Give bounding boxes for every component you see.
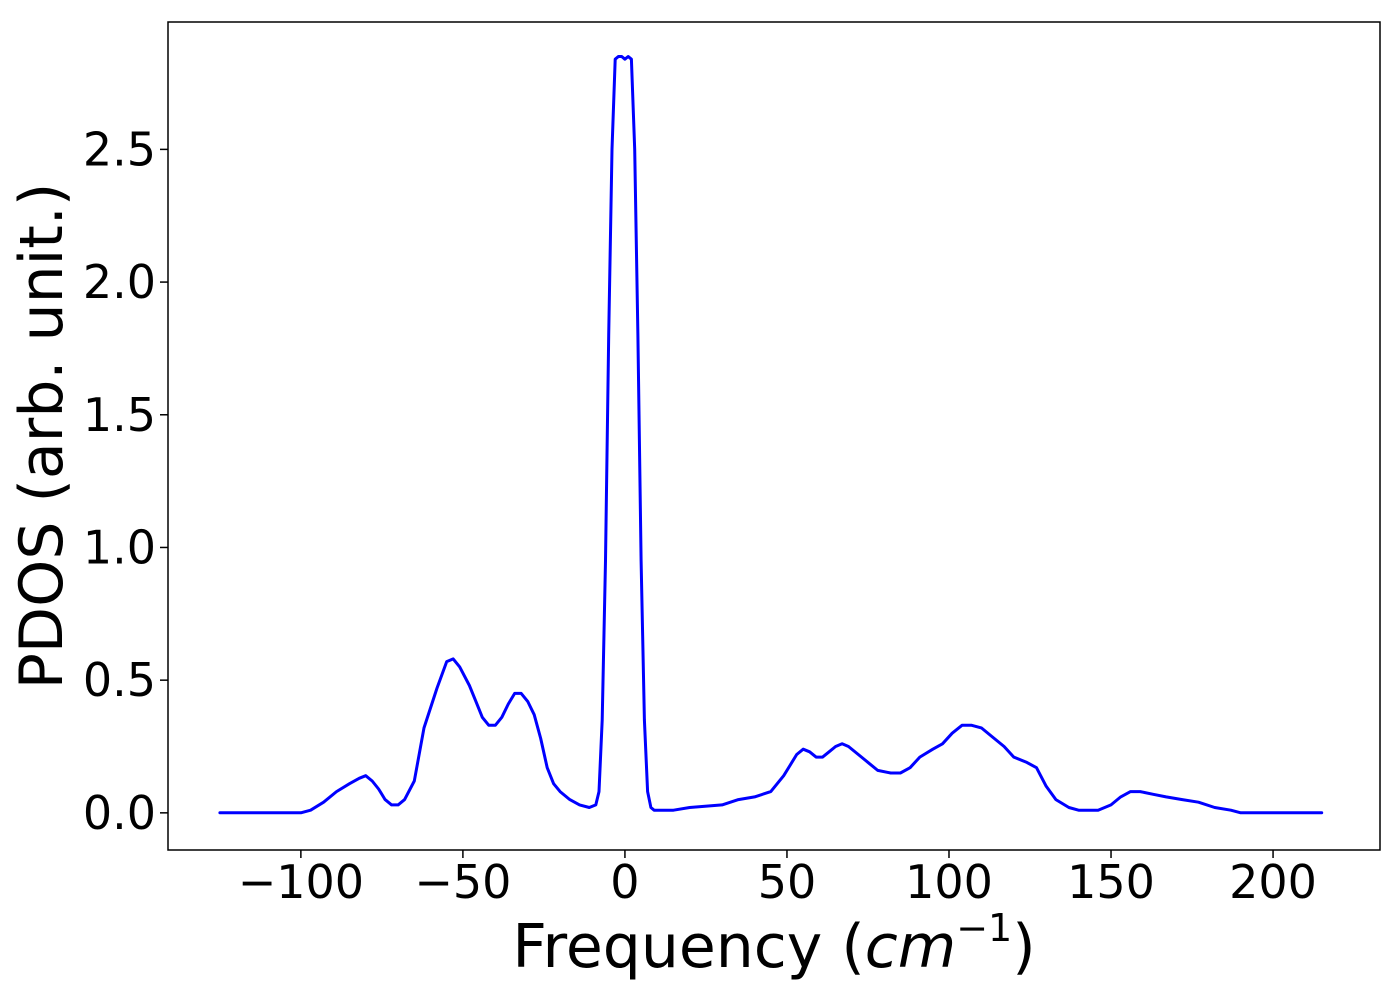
x-tick-label: −50 <box>414 855 511 909</box>
x-axis: −100 −50 0 50 100 150 200 <box>238 850 1317 909</box>
y-tick-label: 0.5 <box>83 653 156 707</box>
y-axis-label: PDOS (arb. unit.) <box>7 183 77 690</box>
y-tick-label: 0.0 <box>83 786 156 840</box>
x-axis-label: Frequency (cm−1) <box>512 906 1035 982</box>
series-layer <box>218 55 1324 815</box>
x-tick-label: 150 <box>1067 855 1155 909</box>
y-tick-label: 2.5 <box>83 122 156 176</box>
x-tick-label: 200 <box>1229 855 1317 909</box>
y-tick-label: 1.0 <box>83 520 156 574</box>
x-tick-label: 0 <box>610 855 639 909</box>
x-tick-label: −100 <box>238 855 364 909</box>
x-tick-label: 100 <box>905 855 993 909</box>
plot-area <box>167 21 1381 851</box>
y-tick-label: 2.0 <box>83 255 156 309</box>
y-axis: 0.0 0.5 1.0 1.5 2.0 2.5 <box>83 122 168 840</box>
pdos-series-line <box>218 55 1324 815</box>
y-tick-label: 1.5 <box>83 388 156 442</box>
x-tick-label: 50 <box>758 855 817 909</box>
